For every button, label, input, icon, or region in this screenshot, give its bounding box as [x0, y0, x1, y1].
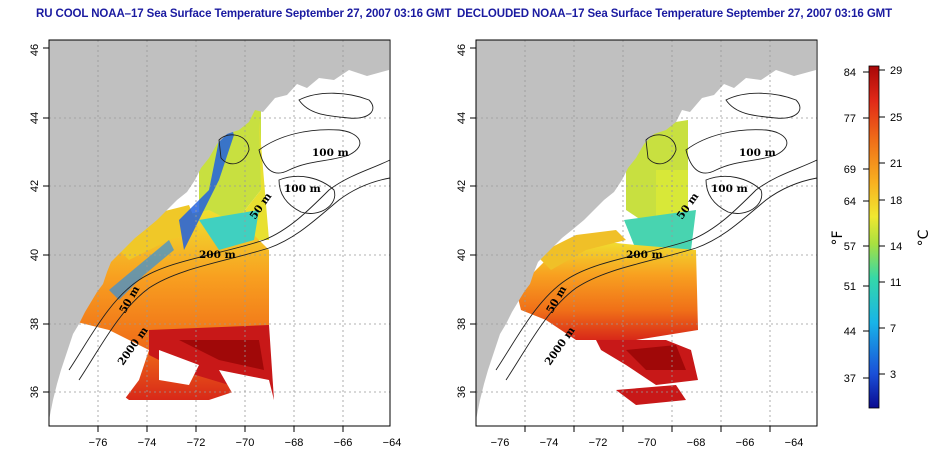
- left-plot-frame: [48, 39, 391, 427]
- lon-tick-label: −76: [491, 437, 510, 449]
- fahrenheit-tick-label: 57: [844, 241, 856, 253]
- lat-tick-label: 38: [456, 318, 468, 330]
- lon-tick-label: −64: [785, 437, 804, 449]
- lon-tick-label: −68: [687, 437, 706, 449]
- right-lat-tick-labels: 36 38 40 42 44 46: [456, 44, 468, 398]
- lon-tick-label: −68: [285, 437, 304, 449]
- celsius-tick-label: 14: [890, 241, 902, 253]
- fahrenheit-tick-label: 64: [844, 196, 856, 208]
- left-lon-tick-labels: −76 −74 −72 −70 −68 −66 −64: [89, 437, 402, 449]
- right-grid: [476, 40, 817, 426]
- celsius-tick-label: 21: [890, 158, 902, 170]
- right-map-panel: 100 m 100 m 50 m 200 m 50 m 2000 m −76 −…: [456, 39, 818, 449]
- fahrenheit-tick-label: 84: [844, 67, 856, 79]
- lat-tick-label: 38: [29, 318, 41, 330]
- fahrenheit-tick-label: 51: [844, 281, 856, 293]
- lat-tick-label: 46: [29, 44, 41, 56]
- lat-tick-label: 44: [456, 112, 468, 124]
- right-bathymetry-contours: [495, 92, 818, 381]
- lon-tick-label: −74: [138, 437, 157, 449]
- lon-tick-label: −74: [540, 437, 559, 449]
- lon-tick-label: −70: [236, 437, 255, 449]
- lat-tick-label: 36: [29, 386, 41, 398]
- contour-label-100m: 100 m: [284, 183, 321, 195]
- fahrenheit-tick-label: 77: [844, 113, 856, 125]
- celsius-tick-label: 25: [890, 112, 902, 124]
- lat-tick-label: 42: [29, 180, 41, 192]
- lon-tick-label: −72: [589, 437, 608, 449]
- lon-tick-label: −66: [334, 437, 353, 449]
- left-lat-tick-labels: 36 38 40 42 44 46: [29, 44, 41, 398]
- contour-label-100m: 100 m: [711, 183, 748, 195]
- celsius-tick-label: 11: [890, 277, 901, 289]
- celsius-tick-label: 3: [890, 369, 896, 381]
- left-map-panel: 100 m 100 m 50 m 200 m 50 m 2000 m −76 −…: [29, 39, 402, 449]
- celsius-tick-label: 29: [890, 65, 902, 77]
- colorbar: 84 77 69 64 57 51 44 37 29 25 21 18 14 1…: [830, 65, 932, 409]
- celsius-tick-label: 18: [890, 195, 902, 207]
- lat-tick-label: 36: [456, 386, 468, 398]
- left-grid: [49, 40, 390, 426]
- right-lon-tick-labels: −76 −74 −72 −70 −68 −66 −64: [491, 437, 804, 449]
- contour-label-100m: 100 m: [739, 147, 776, 159]
- lat-tick-label: 44: [29, 112, 41, 124]
- colorbar-celsius-labels: 29 25 21 18 14 11 7 3: [890, 65, 902, 381]
- contour-label-200m: 200 m: [626, 249, 663, 261]
- colorbar-fahrenheit-labels: 84 77 69 64 57 51 44 37: [844, 67, 856, 385]
- fahrenheit-tick-label: 44: [844, 326, 856, 338]
- contour-label-200m: 200 m: [199, 249, 236, 261]
- left-sst-field: [49, 80, 274, 420]
- lon-tick-label: −70: [638, 437, 657, 449]
- right-axis-ticks: [470, 47, 771, 432]
- celsius-unit-label: °C: [916, 229, 932, 246]
- colorbar-ticks: [863, 69, 885, 379]
- right-panel-title: DECLOUDED NOAA–17 Sea Surface Temperatur…: [457, 8, 893, 20]
- lat-tick-label: 42: [456, 180, 468, 192]
- left-axis-ticks: [43, 47, 344, 432]
- fahrenheit-tick-label: 37: [844, 373, 856, 385]
- right-plot-frame: [475, 39, 818, 427]
- lon-tick-label: −76: [89, 437, 108, 449]
- celsius-tick-label: 7: [890, 323, 896, 335]
- lon-tick-label: −64: [383, 437, 402, 449]
- left-panel-title: RU COOL NOAA–17 Sea Surface Temperature …: [36, 8, 452, 20]
- lat-tick-label: 40: [29, 249, 41, 261]
- left-bathymetry-contours: [68, 92, 391, 381]
- lat-tick-label: 46: [456, 44, 468, 56]
- lon-tick-label: −72: [187, 437, 206, 449]
- lat-tick-label: 40: [456, 249, 468, 261]
- fahrenheit-tick-label: 69: [844, 164, 856, 176]
- contour-label-100m: 100 m: [312, 147, 349, 159]
- colorbar-gradient: [868, 65, 880, 409]
- fahrenheit-unit-label: °F: [830, 230, 846, 245]
- lon-tick-label: −66: [736, 437, 755, 449]
